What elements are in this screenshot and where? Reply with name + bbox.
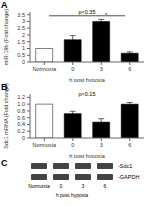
html-text:-Sdc1: -Sdc1: [118, 162, 133, 169]
svg-text:3: 3: [100, 142, 103, 148]
html-text:-GAPDH: -GAPDH: [118, 173, 140, 180]
svg-text:6: 6: [128, 66, 131, 72]
html-text:C: C: [1, 158, 8, 168]
svg-text:Sdc1 mRNA (Fold change): Sdc1 mRNA (Fold change): [8, 83, 9, 149]
svg-text:2: 2: [22, 32, 25, 38]
svg-text:0.4: 0.4: [17, 121, 25, 127]
svg-text:0.5: 0.5: [17, 52, 25, 58]
html-text:0: 0: [59, 183, 63, 189]
svg-text:p<0.15: p<0.15: [79, 91, 96, 97]
svg-text:0.8: 0.8: [17, 108, 25, 114]
svg-text:*: *: [105, 12, 108, 18]
html-text:Normoxia: Normoxia: [28, 183, 50, 189]
html-text:B: B: [1, 82, 8, 92]
svg-text:3: 3: [100, 66, 103, 72]
svg-text:1.0: 1.0: [17, 101, 25, 107]
svg-text:1.5: 1.5: [17, 39, 25, 45]
html-text:6: 6: [103, 183, 107, 189]
svg-text:3: 3: [22, 18, 25, 24]
svg-text:0.2: 0.2: [17, 128, 25, 134]
svg-text:Normoxia: Normoxia: [32, 66, 56, 72]
svg-text:h post hypoxia: h post hypoxia: [69, 153, 105, 158]
svg-text:h post hypoxia: h post hypoxia: [69, 77, 105, 82]
svg-text:0: 0: [22, 135, 25, 141]
svg-text:6: 6: [128, 142, 131, 148]
svg-text:1.2: 1.2: [17, 94, 25, 100]
svg-text:0: 0: [71, 66, 74, 72]
svg-text:Normoxia: Normoxia: [32, 142, 56, 148]
svg-text:1: 1: [22, 45, 25, 51]
svg-text:0.6: 0.6: [17, 115, 25, 121]
svg-text:3.5: 3.5: [17, 12, 25, 18]
svg-text:2.5: 2.5: [17, 25, 25, 31]
svg-text:0: 0: [71, 142, 74, 148]
html-text:A: A: [1, 0, 8, 10]
svg-text:p<0.35: p<0.35: [79, 9, 96, 15]
html-text:3: 3: [81, 183, 85, 189]
html-text:h post hypoxia: h post hypoxia: [55, 192, 89, 198]
svg-text:miR-19b (Fold change): miR-19b (Fold change): [8, 9, 9, 65]
svg-text:0: 0: [22, 59, 25, 65]
